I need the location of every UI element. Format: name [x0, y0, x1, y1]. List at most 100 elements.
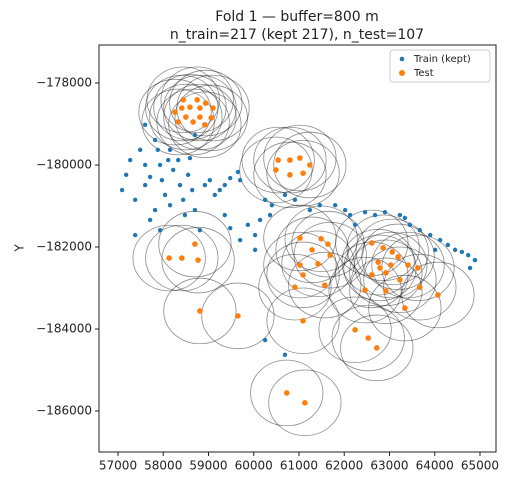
buffer-circle [383, 253, 457, 321]
point [159, 177, 165, 183]
point [374, 345, 380, 351]
point [235, 313, 241, 319]
point [352, 327, 358, 333]
buffer-circle [168, 91, 242, 159]
buffer-circle [275, 216, 349, 284]
legend-label: Test [413, 68, 434, 79]
point [307, 207, 313, 213]
point [197, 227, 203, 233]
point [428, 232, 433, 238]
point [282, 192, 288, 198]
point [300, 272, 306, 278]
x-tick-label: 62000 [325, 459, 363, 473]
buffer-circle [153, 73, 227, 141]
point [275, 157, 281, 163]
buffer-circle [273, 131, 347, 199]
legend-box [389, 49, 491, 83]
buffer-circle [258, 253, 332, 321]
buffer-circle [340, 314, 414, 382]
point [217, 187, 223, 193]
x-tick-label: 60000 [235, 459, 273, 473]
y-tick-label: −178000 [36, 76, 92, 90]
point [187, 155, 193, 161]
buffer-circle [349, 257, 423, 325]
point [257, 217, 263, 223]
buffer-circle [266, 287, 340, 355]
buffer-circle [328, 256, 402, 324]
legend: Train (kept) Test [389, 49, 491, 83]
buffer-circle [174, 84, 248, 152]
point [207, 177, 213, 183]
point [252, 247, 258, 253]
point [372, 212, 378, 218]
point [172, 109, 178, 115]
buffer-circle [371, 231, 445, 299]
point [325, 241, 331, 247]
buffer-circle [253, 141, 327, 209]
chart-title: Fold 1 — buffer=800 m [215, 9, 378, 25]
legend-label: Train (kept) [413, 54, 471, 65]
point [397, 212, 403, 218]
buffer-circle [349, 239, 423, 307]
point [132, 232, 138, 238]
point [235, 169, 241, 175]
buffer-circle [161, 226, 235, 294]
point [380, 245, 386, 251]
point [402, 305, 408, 311]
buffer-circle [266, 241, 340, 309]
axes-frame [98, 44, 497, 453]
x-tick-label: 59000 [189, 459, 227, 473]
point [375, 259, 381, 265]
buffer-circle [138, 78, 212, 146]
point [297, 262, 303, 268]
point [192, 132, 198, 138]
plot-area [119, 66, 478, 437]
point [167, 147, 173, 153]
point [192, 241, 198, 247]
point [300, 170, 306, 177]
legend-swatch [399, 56, 405, 62]
buffer-circle [156, 88, 230, 156]
point [283, 390, 290, 396]
point [119, 187, 125, 193]
point [147, 174, 153, 180]
point [202, 182, 208, 188]
point [197, 114, 203, 120]
point [157, 227, 163, 233]
point [123, 172, 129, 178]
point [307, 162, 313, 168]
point [182, 212, 188, 218]
point [179, 105, 185, 111]
buffer-circle [146, 66, 220, 134]
point [405, 262, 411, 268]
point [362, 209, 368, 215]
point [287, 157, 293, 163]
y-tick-label: −180000 [36, 158, 92, 172]
point [195, 257, 201, 263]
buffer-circle [163, 74, 237, 142]
point [157, 162, 163, 168]
point [192, 207, 198, 213]
point [212, 192, 218, 198]
buffer-circle [160, 66, 234, 134]
point [152, 207, 158, 213]
point [245, 222, 251, 228]
point [262, 337, 268, 343]
point [262, 197, 268, 203]
buffer-circle [318, 296, 392, 364]
point [347, 212, 353, 218]
point [402, 215, 408, 221]
point [362, 287, 368, 293]
point [388, 262, 394, 268]
point [459, 249, 465, 255]
buffer-circle [268, 369, 342, 437]
point [183, 114, 189, 120]
point [445, 242, 451, 248]
point [342, 207, 348, 213]
point [152, 137, 158, 143]
point [417, 284, 423, 290]
buffer-circle [239, 136, 313, 204]
point [202, 122, 208, 128]
point [162, 192, 168, 198]
